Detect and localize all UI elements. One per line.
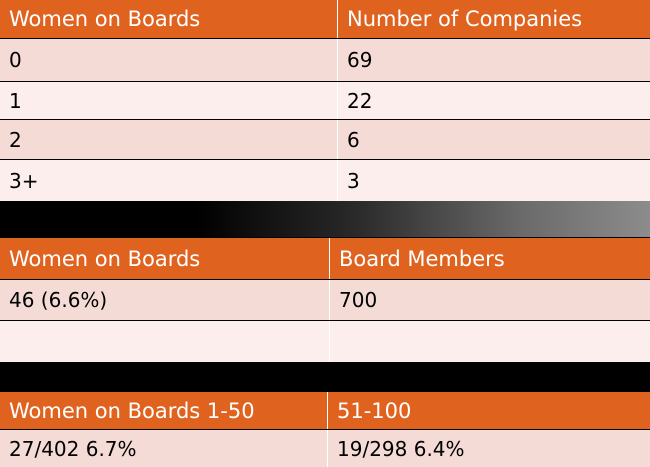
table2-header-board-members: Board Members: [330, 238, 650, 279]
table1-header-number-of-companies: Number of Companies: [338, 0, 650, 38]
table3-header-row: Women on Boards 1-50 51-100: [0, 392, 650, 429]
table1-cell-companies: 22: [338, 82, 650, 119]
table1-cell-companies: 3: [338, 160, 650, 201]
table-row: 27/402 6.7% 19/298 6.4%: [0, 430, 650, 467]
table-row: 2 6: [0, 120, 650, 159]
table3-cell-1-50: 27/402 6.7%: [0, 430, 328, 467]
table1-cell-companies: 69: [338, 39, 650, 81]
table2-cell-board-members: [330, 321, 650, 362]
table-row: 46 (6.6%) 700: [0, 280, 650, 320]
table-row: 0 69: [0, 39, 650, 81]
table1-header-women-on-boards: Women on Boards: [0, 0, 338, 38]
separator-band: [0, 201, 650, 237]
table-row: [0, 321, 650, 362]
table1-cell-companies: 6: [338, 120, 650, 159]
separator-band: [0, 362, 650, 392]
table-row: 1 22: [0, 82, 650, 119]
table1-cell-women: 3+: [0, 160, 338, 201]
table3-header-51-100: 51-100: [328, 392, 650, 429]
table1-cell-women: 0: [0, 39, 338, 81]
table2-cell-women: 46 (6.6%): [0, 280, 330, 320]
table3-header-women-1-50: Women on Boards 1-50: [0, 392, 328, 429]
table2-cell-women: [0, 321, 330, 362]
table2-header-women-on-boards: Women on Boards: [0, 238, 330, 279]
table1-cell-women: 2: [0, 120, 338, 159]
table3-cell-51-100: 19/298 6.4%: [328, 430, 650, 467]
table-row: 3+ 3: [0, 160, 650, 201]
table1-cell-women: 1: [0, 82, 338, 119]
table2-cell-board-members: 700: [330, 280, 650, 320]
table1-header-row: Women on Boards Number of Companies: [0, 0, 650, 38]
table2-header-row: Women on Boards Board Members: [0, 238, 650, 279]
